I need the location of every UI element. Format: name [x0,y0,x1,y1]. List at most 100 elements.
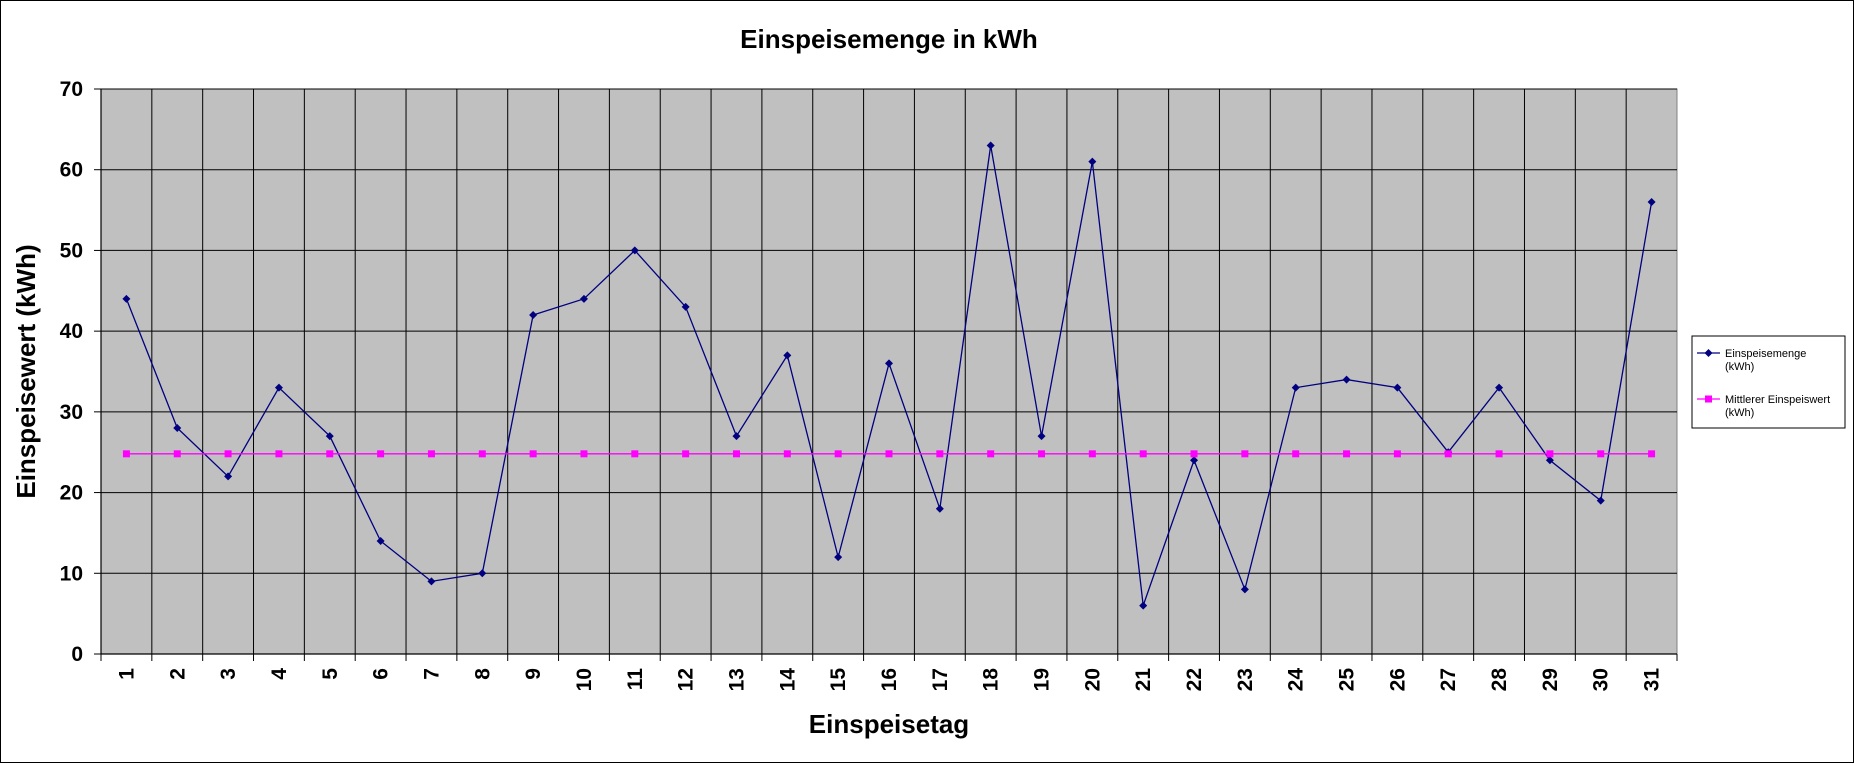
data-point [783,351,792,360]
legend-label: Einspeisemenge [1725,348,1806,360]
data-point [885,450,893,458]
x-tick-label: 15 [827,668,850,692]
data-point [427,577,436,586]
data-point [1647,198,1656,206]
data-point [783,450,791,458]
data-point [631,450,639,458]
x-tick-label: 29 [1539,668,1562,691]
data-point [936,450,944,458]
data-point [478,569,487,578]
x-tick-label: 19 [1031,668,1054,691]
x-tick-label: 14 [776,668,799,692]
legend-label: (kWh) [1725,361,1754,373]
data-point [834,450,842,458]
data-point [732,432,741,441]
x-tick-label: 31 [1641,668,1664,692]
data-point [1342,375,1351,384]
x-tick-label: 21 [1132,668,1155,692]
data-point [1241,450,1249,458]
data-point [1292,450,1300,458]
series-2 [122,450,1656,458]
data-point [275,450,283,458]
data-point [681,302,690,311]
x-tick-label: 4 [268,668,291,680]
x-tick-label: 8 [471,668,494,680]
y-tick-label: 0 [71,643,83,666]
legend-label: Mittlerer Einspeiswert [1725,394,1830,406]
x-tick-label: 2 [166,668,189,680]
data-point [326,450,334,458]
x-tick-label: 26 [1386,668,1409,691]
y-tick-label: 20 [60,482,83,505]
x-tick-label: 16 [878,668,901,691]
data-point [478,450,486,458]
data-point [1545,456,1554,465]
x-tick-label: 12 [675,668,698,691]
x-tick-label: 18 [980,668,1003,692]
data-point [1139,601,1148,610]
y-tick-label: 30 [60,401,83,424]
data-point [274,383,283,392]
x-tick-label: 25 [1336,668,1359,692]
legend-item: Mittlerer Einspeiswert(kWh) [1697,394,1830,419]
plot-area [100,88,1678,655]
x-tick-label: 6 [370,668,393,680]
series-1 [122,141,1656,610]
data-point [1444,450,1452,458]
data-point [376,537,385,545]
legend: Einspeisemenge(kWh)Mittlerer Einspeiswer… [1691,335,1846,429]
x-tick-label: 30 [1590,668,1613,691]
data-point [122,450,130,458]
data-point [1393,450,1401,458]
x-tick-label: 9 [522,668,545,680]
legend-box [1691,335,1846,429]
y-tick-label: 50 [60,239,83,262]
x-tick-label: 20 [1081,668,1104,691]
gridlines [101,88,1677,654]
series-layer [122,141,1656,610]
legend-item: Einspeisemenge(kWh) [1697,348,1806,373]
data-point [986,141,995,150]
data-point [580,450,588,458]
x-tick-label: 27 [1437,668,1460,691]
legend-marker [1705,395,1712,403]
x-tick-label: 23 [1234,668,1257,691]
data-point [1139,450,1147,458]
data-point [579,294,588,303]
data-point [224,472,233,481]
data-point [1088,450,1096,458]
data-point [1648,450,1656,458]
data-point [1240,585,1249,594]
data-point [1037,432,1046,441]
data-point [1343,450,1351,458]
data-point [1495,450,1503,458]
x-tick-label: 11 [624,668,647,691]
data-point [1291,383,1300,392]
y-tick-label: 10 [60,562,83,585]
data-point [987,450,995,458]
data-point [427,450,435,458]
x-tick-label: 7 [420,668,443,680]
x-tick-label: 1 [115,668,138,680]
x-tick-label: 28 [1488,668,1511,692]
data-point [1596,496,1605,505]
data-point [885,359,893,368]
data-point [682,450,690,458]
y-axis-title: Einspeisewert (kWh) [11,244,41,498]
data-point [935,504,944,513]
data-point [377,450,385,458]
data-point [630,246,639,255]
y-tick-label: 60 [60,159,83,182]
y-tick-label: 70 [60,78,83,101]
data-point [1190,456,1199,465]
chart-title: Einspeisemenge in kWh [740,24,1038,54]
legend-label: (kWh) [1725,407,1754,419]
data-point [224,450,232,458]
data-point [173,424,182,432]
data-point [1190,450,1198,458]
data-point [1393,383,1402,392]
x-tick-label: 22 [1183,668,1206,691]
x-axis-title: Einspeisetag [809,709,969,739]
